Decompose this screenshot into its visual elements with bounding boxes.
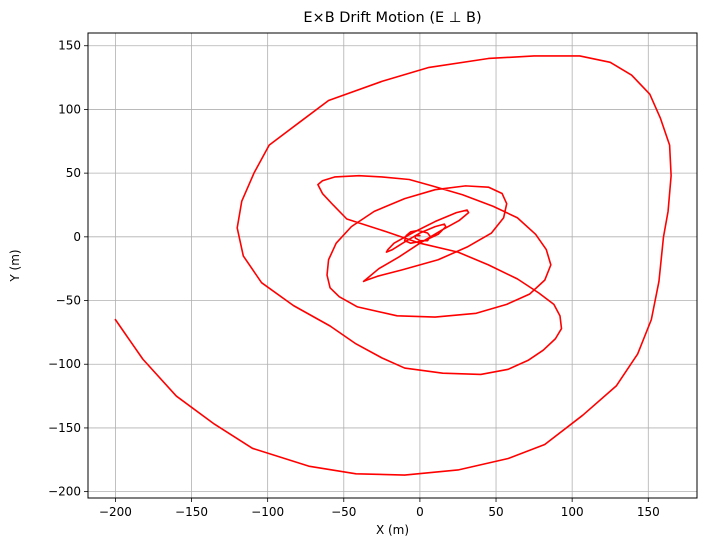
x-tick-label: −150 (175, 505, 208, 519)
y-tick-label: 50 (66, 166, 81, 180)
y-axis-label: Y (m) (8, 249, 22, 282)
plot-area (114, 55, 672, 476)
y-tick-label: 150 (58, 39, 81, 53)
y-tick-label: −150 (48, 421, 81, 435)
series-line (114, 55, 672, 476)
x-tick-label: 100 (561, 505, 584, 519)
y-tick-label: −200 (48, 485, 81, 499)
chart-title: E×B Drift Motion (E ⊥ B) (303, 10, 481, 26)
ticks: −200 −150 −100 −50 0 50 100 150 −200 −150 −100 −50 0… (48, 39, 660, 519)
x-tick-label: 0 (416, 505, 424, 519)
axes-frame (87, 32, 698, 499)
x-tick-label: −200 (99, 505, 132, 519)
y-tick-label: −100 (48, 357, 81, 371)
y-tick-label: 100 (58, 102, 81, 116)
y-tick-label: 0 (73, 230, 81, 244)
x-tick-label: 50 (488, 505, 503, 519)
y-tick-label: −50 (56, 294, 81, 308)
x-axis-label: X (m) (376, 523, 409, 537)
x-tick-label: −100 (251, 505, 284, 519)
x-tick-label: −50 (331, 505, 356, 519)
x-tick-label: 150 (637, 505, 660, 519)
